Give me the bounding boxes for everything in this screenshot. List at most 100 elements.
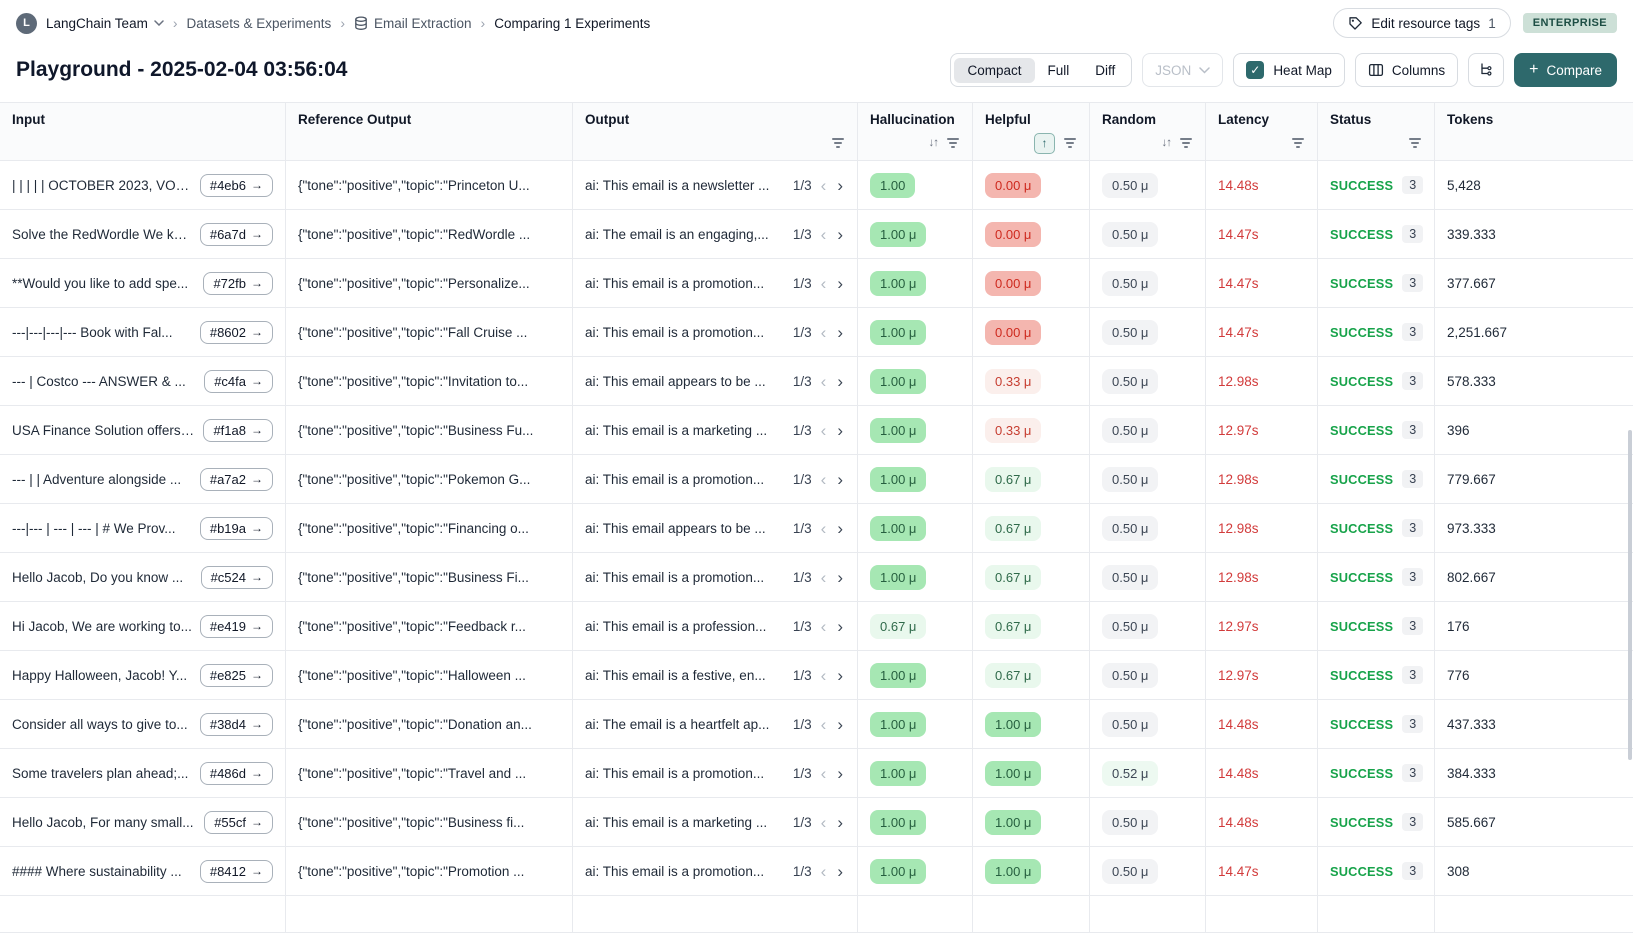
hallucination-score[interactable]: 1.00 μ <box>870 809 927 835</box>
random-score[interactable]: 0.50 μ <box>1102 662 1159 688</box>
input-cell[interactable]: Solve the RedWordle We kn... #6a7d → <box>0 210 286 258</box>
sort-icon[interactable]: ↓ ↑ <box>1161 137 1172 149</box>
run-count-badge[interactable]: 3 <box>1402 813 1424 831</box>
example-id-link[interactable]: #f1a8 → <box>203 418 273 442</box>
output-cell[interactable]: ai: This email appears to be ... 1/3 ‹ › <box>573 357 858 405</box>
next-repetition-button[interactable]: › <box>837 518 843 538</box>
hallucination-score[interactable]: 1.00 μ <box>870 417 927 443</box>
run-count-badge[interactable]: 3 <box>1402 666 1424 684</box>
table-row[interactable]: ---|---|---|--- Book with Fal... #8602 →… <box>0 308 1633 357</box>
random-score[interactable]: 0.50 μ <box>1102 417 1159 443</box>
reference-output-cell[interactable]: {"tone":"positive","topic":"Business Fu.… <box>286 406 573 454</box>
prev-repetition-button[interactable]: ‹ <box>820 175 827 195</box>
columns-button[interactable]: Columns <box>1354 53 1459 87</box>
run-count-badge[interactable]: 3 <box>1402 421 1424 439</box>
filter-icon[interactable] <box>1291 135 1305 151</box>
reference-output-cell[interactable]: {"tone":"positive","topic":"Invitation t… <box>286 357 573 405</box>
next-repetition-button[interactable]: › <box>837 469 843 489</box>
compare-button[interactable]: + Compare <box>1514 53 1617 87</box>
example-id-link[interactable]: #e825 → <box>199 663 273 687</box>
run-count-badge[interactable]: 3 <box>1402 715 1424 733</box>
next-repetition-button[interactable]: › <box>837 420 843 440</box>
reference-output-cell[interactable]: {"tone":"positive","topic":"Business Fi.… <box>286 553 573 601</box>
input-cell[interactable]: Some travelers plan ahead;... #486d → <box>0 749 286 797</box>
random-score[interactable]: 0.50 μ <box>1102 515 1159 541</box>
filter-icon[interactable] <box>831 135 845 151</box>
prev-repetition-button[interactable]: ‹ <box>820 273 827 293</box>
output-cell[interactable]: ai: This email is a marketing ... 1/3 ‹ … <box>573 798 858 846</box>
random-score[interactable]: 0.50 μ <box>1102 564 1159 590</box>
hallucination-score[interactable]: 1.00 μ <box>870 858 927 884</box>
next-repetition-button[interactable]: › <box>837 616 843 636</box>
output-cell[interactable]: ai: This email is a promotion... 1/3 ‹ › <box>573 553 858 601</box>
helpful-score[interactable]: 0.00 μ <box>985 270 1042 296</box>
random-score[interactable]: 0.50 μ <box>1102 221 1159 247</box>
reference-output-cell[interactable]: {"tone":"positive","topic":"Feedback r..… <box>286 602 573 650</box>
output-cell[interactable]: ai: This email appears to be ... 1/3 ‹ › <box>573 504 858 552</box>
reference-output-cell[interactable]: {"tone":"positive","topic":"Princeton U.… <box>286 161 573 209</box>
run-count-badge[interactable]: 3 <box>1402 225 1424 243</box>
helpful-score[interactable]: 1.00 μ <box>985 809 1042 835</box>
run-count-badge[interactable]: 3 <box>1402 617 1424 635</box>
edit-resource-tags-button[interactable]: Edit resource tags 1 <box>1333 8 1511 38</box>
table-row[interactable]: --- | Costco --- ANSWER & ... #c4fa → {"… <box>0 357 1633 406</box>
hallucination-score[interactable]: 1.00 μ <box>870 662 927 688</box>
table-row[interactable]: Consider all ways to give to... #38d4 → … <box>0 700 1633 749</box>
input-cell[interactable]: --- | Costco --- ANSWER & ... #c4fa → <box>0 357 286 405</box>
reference-output-cell[interactable]: {"tone":"positive","topic":"Pokemon G... <box>286 455 573 503</box>
table-row[interactable]: ---|--- | --- | --- | # We Prov... #b19a… <box>0 504 1633 553</box>
random-score[interactable]: 0.52 μ <box>1102 760 1159 786</box>
prev-repetition-button[interactable]: ‹ <box>820 714 827 734</box>
example-id-link[interactable]: #a7a2 → <box>199 467 273 491</box>
next-repetition-button[interactable]: › <box>837 322 843 342</box>
input-cell[interactable]: **Would you like to add spe... #72fb → <box>0 259 286 307</box>
filter-icon[interactable] <box>1408 135 1422 151</box>
random-score[interactable]: 0.50 μ <box>1102 270 1159 296</box>
example-id-link[interactable]: #c4fa → <box>204 369 273 393</box>
output-cell[interactable]: ai: The email is an engaging,... 1/3 ‹ › <box>573 210 858 258</box>
helpful-score[interactable]: 0.67 μ <box>985 564 1042 590</box>
output-cell[interactable]: ai: This email is a festive, en... 1/3 ‹… <box>573 651 858 699</box>
input-cell[interactable]: Hi Jacob, We are working to... #e419 → <box>0 602 286 650</box>
output-cell[interactable]: ai: This email is a promotion... 1/3 ‹ › <box>573 847 858 895</box>
next-repetition-button[interactable]: › <box>837 273 843 293</box>
example-id-link[interactable]: #8412 → <box>199 859 273 883</box>
prev-repetition-button[interactable]: ‹ <box>820 518 827 538</box>
output-cell[interactable]: ai: This email is a promotion... 1/3 ‹ › <box>573 455 858 503</box>
helpful-score[interactable]: 0.00 μ <box>985 319 1042 345</box>
hallucination-score[interactable]: 1.00 μ <box>870 515 927 541</box>
example-id-link[interactable]: #b19a → <box>199 516 273 540</box>
next-repetition-button[interactable]: › <box>837 224 843 244</box>
example-id-link[interactable]: #8602 → <box>199 320 273 344</box>
helpful-score[interactable]: 0.67 μ <box>985 515 1042 541</box>
example-id-link[interactable]: #c524 → <box>200 565 273 589</box>
run-count-badge[interactable]: 3 <box>1402 323 1424 341</box>
run-count-badge[interactable]: 3 <box>1402 470 1424 488</box>
random-score[interactable]: 0.50 μ <box>1102 613 1159 639</box>
run-count-badge[interactable]: 3 <box>1402 862 1424 880</box>
table-row[interactable]: Hello Jacob, For many small... #55cf → {… <box>0 798 1633 847</box>
hallucination-score[interactable]: 1.00 <box>870 172 916 198</box>
table-row[interactable]: Hello Jacob, Do you know ... #c524 → {"t… <box>0 553 1633 602</box>
helpful-score[interactable]: 0.67 μ <box>985 466 1042 492</box>
table-row[interactable]: **Would you like to add spe... #72fb → {… <box>0 259 1633 308</box>
output-cell[interactable]: ai: This email is a newsletter ... 1/3 ‹… <box>573 161 858 209</box>
input-cell[interactable]: ---|--- | --- | --- | # We Prov... #b19a… <box>0 504 286 552</box>
json-format-dropdown[interactable]: JSON <box>1142 53 1224 87</box>
table-row[interactable]: --- | | Adventure alongside ... #a7a2 → … <box>0 455 1633 504</box>
next-repetition-button[interactable]: › <box>837 714 843 734</box>
helpful-score[interactable]: 0.00 μ <box>985 221 1042 247</box>
prev-repetition-button[interactable]: ‹ <box>820 224 827 244</box>
random-score[interactable]: 0.50 μ <box>1102 368 1159 394</box>
input-cell[interactable]: Hello Jacob, Do you know ... #c524 → <box>0 553 286 601</box>
example-id-link[interactable]: #72fb → <box>203 271 273 295</box>
hallucination-score[interactable]: 1.00 μ <box>870 564 927 590</box>
helpful-score[interactable]: 1.00 μ <box>985 760 1042 786</box>
run-count-badge[interactable]: 3 <box>1402 274 1424 292</box>
reference-output-cell[interactable]: {"tone":"positive","topic":"Financing o.… <box>286 504 573 552</box>
hallucination-score[interactable]: 1.00 μ <box>870 368 927 394</box>
input-cell[interactable]: Hello Jacob, For many small... #55cf → <box>0 798 286 846</box>
prev-repetition-button[interactable]: ‹ <box>820 469 827 489</box>
prev-repetition-button[interactable]: ‹ <box>820 763 827 783</box>
reference-output-cell[interactable]: {"tone":"positive","topic":"Fall Cruise … <box>286 308 573 356</box>
